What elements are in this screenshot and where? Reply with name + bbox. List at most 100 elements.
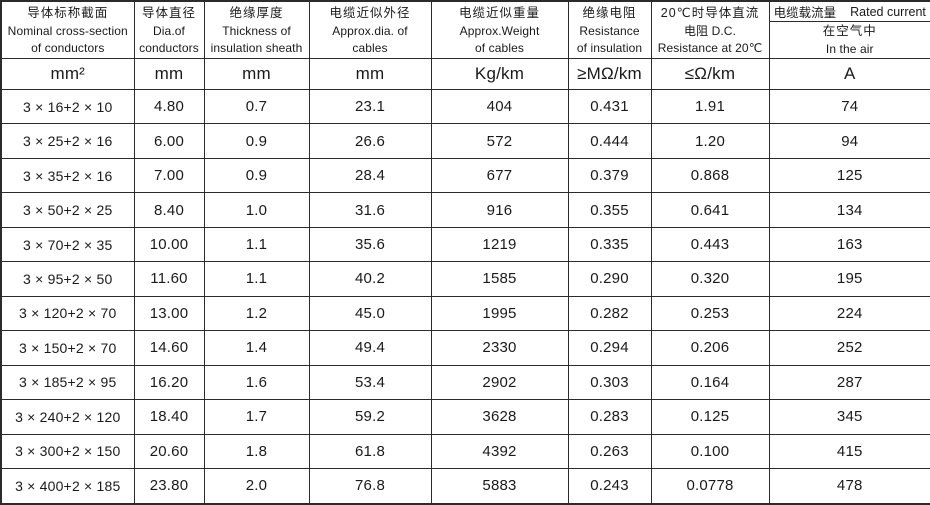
cell: 287 <box>768 364 930 401</box>
cell: 23.80 <box>133 467 205 505</box>
cell: 195 <box>768 261 930 297</box>
cell: 0.7 <box>203 88 310 125</box>
cell: 6.00 <box>133 123 205 159</box>
header-zh-label: 电缆近似重量 <box>458 5 540 20</box>
unit-cross-section: mm² <box>0 58 135 90</box>
header-en-label: Rated current <box>850 4 926 19</box>
cell: 26.6 <box>308 123 432 159</box>
header-en-label: insulation sheath <box>210 40 303 55</box>
cell: 0.263 <box>567 433 652 469</box>
cell: 0.431 <box>567 88 652 125</box>
unit-dc-resistance: ≤Ω/km <box>650 58 770 90</box>
cell: 1.20 <box>650 123 770 159</box>
cell: 0.355 <box>567 192 652 228</box>
cell: 0.320 <box>650 261 770 297</box>
cell: 0.290 <box>567 261 652 297</box>
cell: 0.282 <box>567 295 652 332</box>
header-zh-label: 20℃时导体直流 <box>660 5 760 20</box>
cell: 0.9 <box>203 157 310 194</box>
cell: 1.4 <box>203 330 310 366</box>
header-row-sub: 在空气中 In the air <box>1 21 930 59</box>
header-insulation-thickness: 绝缘厚度 Thickness of insulation sheath <box>203 0 310 59</box>
cell: 94 <box>768 123 930 159</box>
cell: 59.2 <box>308 399 432 435</box>
cell: 76.8 <box>308 467 432 505</box>
cell: 53.4 <box>308 364 432 401</box>
cell: 0.243 <box>567 467 652 505</box>
cell: 0.444 <box>567 123 652 159</box>
cell: 61.8 <box>308 433 432 469</box>
header-en-label: Dia.of <box>153 23 185 38</box>
table-row: 3 × 300+2 × 150 20.60 1.8 61.8 4392 0.263 0.10… <box>0 433 930 469</box>
cell: 1.6 <box>203 364 310 401</box>
cell: 10.00 <box>133 226 205 263</box>
cell: 14.60 <box>133 330 205 366</box>
cell: 3 × 120+2 × 70 <box>0 295 135 332</box>
header-approx-weight: 电缆近似重量 Approx.Weight of cables <box>430 0 569 59</box>
cell: 0.641 <box>650 192 770 228</box>
cell: 3 × 150+2 × 70 <box>0 330 135 366</box>
cell: 0.379 <box>567 157 652 194</box>
cell: 0.303 <box>567 364 652 401</box>
cell: 3 × 300+2 × 150 <box>0 433 135 469</box>
cell: 0.294 <box>567 330 652 366</box>
cell: 125 <box>768 157 930 194</box>
header-en-label: In the air <box>825 42 874 56</box>
table-row: 3 × 400+2 × 185 23.80 2.0 76.8 5883 0.243 0.07… <box>0 467 930 505</box>
cell: 252 <box>768 330 930 366</box>
header-insulation-resistance: 绝缘电阻 Resistance of insulation <box>567 0 652 59</box>
table-body: 3 × 16+2 × 10 4.80 0.7 23.1 404 0.431 1.91 74 3 … <box>0 88 930 505</box>
cell: 0.253 <box>650 295 770 332</box>
units-row: mm² mm mm mm Kg/km ≥MΩ/km ≤Ω/km A <box>0 58 930 90</box>
cell: 415 <box>768 433 930 469</box>
unit-insulation-thickness: mm <box>203 58 310 90</box>
header-rated-current: 电缆载流量 Rated current <box>768 0 930 22</box>
cell: 0.335 <box>567 226 652 263</box>
cell: 0.0778 <box>650 467 770 505</box>
cell: 20.60 <box>133 433 205 469</box>
header-en-label: of cables <box>475 40 524 55</box>
header-en-label: Approx.dia. of <box>332 23 408 38</box>
cell: 8.40 <box>133 192 205 228</box>
cell: 2902 <box>430 364 569 401</box>
cell: 3 × 25+2 × 16 <box>0 123 135 159</box>
table-row: 3 × 70+2 × 35 10.00 1.1 35.6 1219 0.335 0.443 1… <box>0 226 930 263</box>
header-en-label: conductors <box>139 40 199 55</box>
cell: 28.4 <box>308 157 432 194</box>
header-approx-diameter: 电缆近似外径 Approx.dia. of cables <box>308 0 432 59</box>
cell: 1.8 <box>203 433 310 469</box>
header-in-the-air: 在空气中 In the air <box>768 21 930 59</box>
header-en-label: Nominal cross-section <box>7 23 128 38</box>
cell: 677 <box>430 157 569 194</box>
header-en-label: Thickness of <box>222 23 291 38</box>
cell: 0.100 <box>650 433 770 469</box>
cell: 18.40 <box>133 399 205 435</box>
cell: 1.7 <box>203 399 310 435</box>
cell: 2.0 <box>203 467 310 505</box>
cell: 0.868 <box>650 157 770 194</box>
cell: 31.6 <box>308 192 432 228</box>
header-zh-label: 电缆载流量 <box>773 6 837 20</box>
header-row-main: 导体标称截面 Nominal cross-section of conducto… <box>0 0 930 59</box>
unit-insulation-resistance: ≥MΩ/km <box>567 58 652 90</box>
cell: 3 × 16+2 × 10 <box>0 88 135 125</box>
table-row: 3 × 35+2 × 16 7.00 0.9 28.4 677 0.379 0.868 125 <box>0 157 930 194</box>
header-zh-label: 绝缘电阻 <box>582 5 637 20</box>
header-zh-label: 电阻 D.C. <box>683 23 737 38</box>
cell: 3 × 70+2 × 35 <box>0 226 135 263</box>
cell: 3 × 185+2 × 95 <box>0 364 135 401</box>
cell: 134 <box>768 192 930 228</box>
cell: 0.9 <box>203 123 310 159</box>
cell: 3 × 35+2 × 16 <box>0 157 135 194</box>
cell: 3 × 50+2 × 25 <box>0 192 135 228</box>
cell: 1219 <box>430 226 569 263</box>
cell: 0.206 <box>650 330 770 366</box>
header-zh-label: 导体标称截面 <box>27 5 109 20</box>
cell: 916 <box>430 192 569 228</box>
table-row: 3 × 50+2 × 25 8.40 1.0 31.6 916 0.355 0.641 134 <box>0 192 930 228</box>
unit-approx-weight: Kg/km <box>430 58 569 90</box>
cell: 1.1 <box>203 261 310 297</box>
cell: 0.164 <box>650 364 770 401</box>
unit-conductor-diameter: mm <box>133 58 205 90</box>
